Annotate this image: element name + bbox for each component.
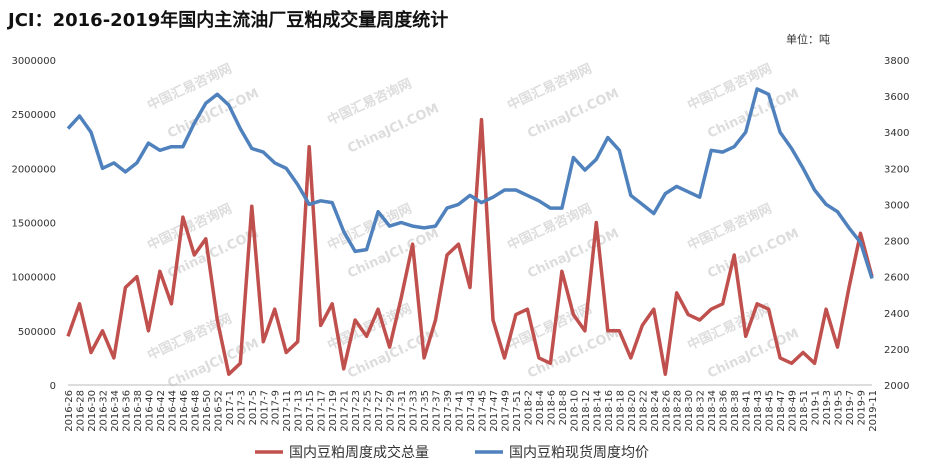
x-tick-label: 2018-43: [753, 390, 764, 432]
x-tick-label: 2018-22: [638, 390, 649, 432]
x-tick-label: 2017-11: [282, 390, 293, 432]
x-tick-label: 2017-31: [397, 390, 408, 432]
x-tick-label: 2018-18: [615, 390, 626, 432]
x-tick-label: 2019-1: [811, 390, 822, 425]
x-tick-label: 2019-9: [857, 390, 868, 425]
x-tick-label: 2016-48: [190, 390, 201, 432]
x-tick-label: 2017-39: [443, 390, 454, 432]
x-tick-label: 2019-3: [822, 390, 833, 425]
x-tick-label: 2018-6: [546, 390, 557, 425]
x-tick-label: 2016-52: [213, 390, 224, 432]
x-tick-label: 2017-45: [477, 390, 488, 432]
x-tick-label: 2018-20: [627, 390, 638, 432]
y2-tick-label: 2200: [884, 345, 909, 356]
x-tick-label: 2017-47: [489, 390, 500, 432]
legend-label: 国内豆粕现货周度均价: [509, 444, 649, 461]
x-tick-label: 2018-49: [788, 390, 799, 432]
y-tick-label: 2500000: [11, 110, 56, 121]
x-tick-label: 2018-14: [592, 390, 603, 432]
x-tick-label: 2018-45: [765, 390, 776, 432]
x-tick-label: 2017-19: [328, 390, 339, 432]
x-tick-label: 2017-3: [236, 390, 247, 425]
x-tick-label: 2018-38: [730, 390, 741, 432]
x-tick-label: 2017-1: [225, 390, 236, 425]
y2-tick-label: 3800: [884, 56, 909, 67]
x-tick-label: 2017-43: [466, 390, 477, 432]
x-tick-label: 2018-10: [569, 390, 580, 432]
y2-tick-label: 3000: [884, 200, 909, 211]
x-tick-label: 2017-49: [500, 390, 511, 432]
x-tick-label: 2017-41: [455, 390, 466, 432]
x-tick-label: 2018-12: [581, 390, 592, 432]
y2-tick-label: 2800: [884, 237, 909, 248]
x-tick-label: 2017-23: [351, 390, 362, 432]
x-tick-label: 2017-5: [248, 390, 259, 425]
x-tick-label: 2018-41: [742, 390, 753, 432]
x-tick-label: 2016-34: [110, 390, 121, 432]
x-tick-label: 2019-11: [868, 390, 879, 432]
x-tick-label: 2016-42: [156, 390, 167, 432]
x-tick-label: 2018-30: [684, 390, 695, 432]
legend-label: 国内豆粕周度成交总量: [289, 444, 429, 461]
x-tick-label: 2018-34: [707, 390, 718, 432]
series-line: [66, 117, 874, 376]
x-tick-label: 2017-17: [317, 390, 328, 432]
series-line: [66, 87, 874, 280]
x-tick-label: 2018-8: [558, 390, 569, 425]
x-tick-label: 2018-24: [650, 390, 661, 432]
x-tick-label: 2017-25: [363, 390, 374, 432]
y-tick-label: 1500000: [11, 219, 56, 230]
x-tick-label: 2018-36: [719, 390, 730, 432]
x-tick-label: 2017-35: [420, 390, 431, 432]
chart-title: JCI：2016-2019年国内主流油厂豆粕成交量周度统计: [6, 9, 448, 31]
x-tick-label: 2016-30: [87, 390, 98, 432]
x-tick-label: 2016-36: [121, 390, 132, 432]
x-tick-label: 2018-47: [776, 390, 787, 432]
x-tick-label: 2019-7: [845, 390, 856, 425]
x-tick-label: 2017-29: [386, 390, 397, 432]
x-tick-label: 2017-27: [374, 390, 385, 432]
x-tick-label: 2018-51: [799, 390, 810, 432]
x-tick-label: 2016-50: [202, 390, 213, 432]
x-tick-label: 2016-26: [64, 390, 75, 432]
y2-tick-label: 3400: [884, 128, 909, 139]
y-tick-label: 500000: [18, 327, 56, 338]
x-tick-label: 2016-46: [179, 390, 190, 432]
y-tick-label: 3000000: [11, 56, 56, 67]
y-tick-label: 1000000: [11, 273, 56, 284]
unit-label: 单位：吨: [786, 32, 830, 46]
y2-tick-label: 2000: [884, 381, 909, 392]
x-tick-label: 2016-38: [133, 390, 144, 432]
x-tick-label: 2017-33: [409, 390, 420, 432]
y2-tick-label: 3600: [884, 92, 909, 103]
x-tick-label: 2018-26: [661, 390, 672, 432]
x-tick-label: 2016-40: [144, 390, 155, 432]
x-tick-label: 2017-15: [305, 390, 316, 432]
y-tick-label: 0: [50, 381, 56, 392]
x-tick-label: 2018-28: [673, 390, 684, 432]
y2-tick-label: 3200: [884, 164, 909, 175]
x-tick-label: 2017-13: [294, 390, 305, 432]
x-tick-label: 2017-51: [512, 390, 523, 432]
x-tick-label: 2017-37: [432, 390, 443, 432]
x-tick-label: 2018-4: [535, 390, 546, 425]
y2-tick-label: 2400: [884, 309, 909, 320]
x-tick-label: 2017-9: [271, 390, 282, 425]
x-tick-label: 2018-16: [604, 390, 615, 432]
x-tick-label: 2017-21: [340, 390, 351, 432]
x-tick-label: 2016-28: [75, 390, 86, 432]
x-tick-label: 2017-7: [259, 390, 270, 425]
x-tick-label: 2016-32: [98, 390, 109, 432]
x-tick-label: 2018-32: [696, 390, 707, 432]
x-tick-label: 2016-44: [167, 390, 178, 432]
y-tick-label: 2000000: [11, 164, 56, 175]
x-tick-label: 2019-5: [834, 390, 845, 425]
y2-tick-label: 2600: [884, 273, 909, 284]
x-tick-label: 2018-2: [523, 390, 534, 425]
